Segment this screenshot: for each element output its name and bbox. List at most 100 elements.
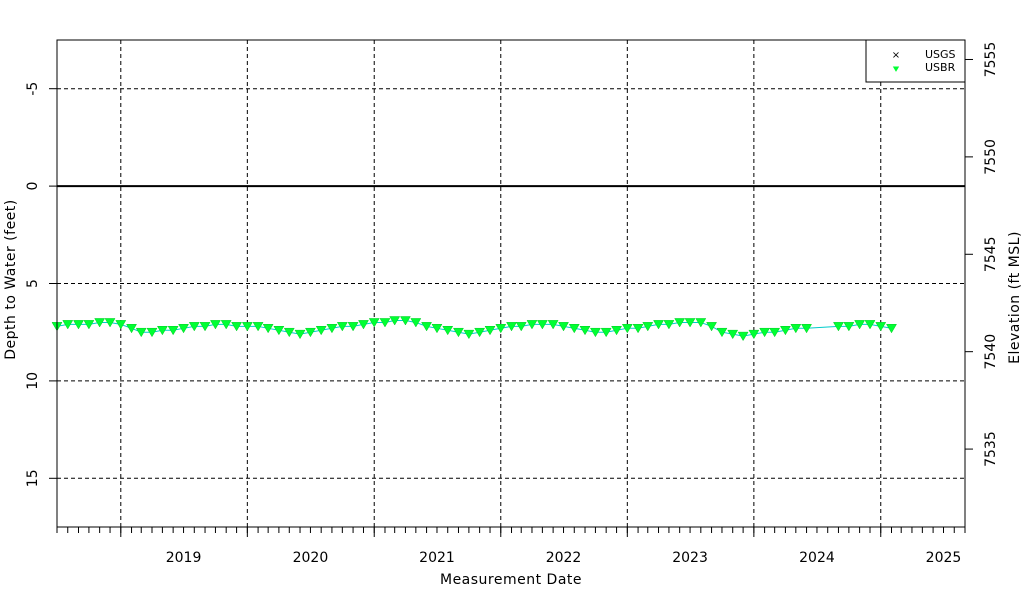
usbr-data-point [188, 322, 200, 332]
x-axis-title: Measurement Date [440, 572, 582, 588]
usbr-data-point [389, 316, 401, 326]
usbr-data-point [62, 320, 74, 330]
usbr-data-point [854, 320, 866, 330]
usbr-data-point [115, 320, 127, 330]
usbr-data-point [283, 327, 295, 338]
right-tick-label: 7535 [983, 431, 999, 467]
left-tick-label: 0 [25, 182, 41, 191]
usbr-data-point [94, 318, 106, 328]
x-axis-ticks: 2019 2020 2021 2022 2023 2024 2025 [56, 527, 966, 566]
usbr-data-point [864, 320, 876, 330]
usbr-data-point [536, 320, 548, 330]
usbr-data-point [706, 322, 718, 332]
usbr-data-point [526, 320, 538, 330]
usbr-data-point [156, 326, 168, 336]
usbr-data-point [611, 326, 623, 336]
right-tick-label: 7555 [983, 42, 999, 78]
usbr-data-point [589, 327, 601, 338]
usbr-data-point [737, 331, 749, 342]
usbr-data-point [231, 322, 243, 332]
grid-lines [57, 40, 965, 527]
usbr-data-point [547, 320, 559, 330]
usbr-data-point [515, 322, 527, 332]
usbr-data-point [252, 322, 264, 332]
usbr-data-point [484, 326, 496, 336]
usbr-data-point [632, 324, 644, 334]
x-tick-label: 2019 [166, 550, 202, 566]
usbr-data-point [886, 324, 897, 334]
legend: × USGS USBR [865, 39, 966, 83]
usbr-series [51, 316, 897, 342]
usbr-data-point [431, 324, 443, 334]
usbr-data-point [801, 324, 812, 334]
usbr-data-point [210, 320, 221, 330]
usbr-data-point [875, 322, 887, 332]
usbr-data-point [315, 326, 327, 336]
usbr-data-point [262, 324, 274, 334]
usbr-data-point [684, 318, 696, 328]
x-tick-label: 2023 [672, 550, 708, 566]
usbr-data-point [146, 327, 158, 338]
usbr-data-point [463, 329, 475, 340]
usbr-data-point [843, 322, 855, 332]
legend-box [865, 39, 966, 83]
usbr-data-point [379, 318, 391, 328]
x-tick-label: 2025 [926, 550, 962, 566]
usbr-data-point [442, 326, 454, 336]
usbr-data-point [273, 326, 285, 336]
usbr-data-point [653, 320, 664, 330]
usbr-data-point [790, 324, 802, 334]
usbr-data-point [474, 327, 486, 338]
usbr-data-point [104, 318, 116, 328]
left-axis-title: Depth to Water (feet) [3, 199, 19, 360]
x-tick-label: 2021 [419, 550, 455, 566]
usbr-data-point [73, 320, 84, 330]
right-axis-title: Elevation (ft MSL) [1007, 231, 1023, 364]
left-tick-label: 15 [25, 469, 41, 487]
legend-usgs-marker: × [892, 50, 900, 61]
usbr-data-point [642, 322, 654, 332]
usbr-data-point [83, 320, 95, 330]
right-axis-ticks: 7555 7550 7545 7540 7535 [965, 42, 999, 467]
usbr-data-point [421, 322, 433, 332]
usbr-data-point [220, 320, 232, 330]
left-axis-ticks: -5 0 5 10 15 [25, 82, 57, 487]
left-tick-label: 5 [25, 279, 41, 288]
usbr-data-point [410, 318, 422, 328]
usbr-data-point [663, 320, 675, 330]
usbr-data-point [304, 327, 316, 338]
usbr-data-point [336, 322, 348, 332]
usbr-data-point [358, 320, 369, 330]
usbr-data-point [326, 324, 338, 334]
x-tick-label: 2022 [546, 550, 582, 566]
legend-usbr-marker [892, 66, 900, 72]
usbr-data-point [558, 322, 569, 332]
usbr-data-point [294, 329, 306, 340]
usbr-data-point [833, 322, 844, 332]
usbr-data-point [695, 318, 707, 328]
left-tick-label: 10 [25, 372, 41, 390]
usbr-data-point [241, 322, 253, 332]
usbr-data-point [368, 318, 380, 328]
usbr-data-point [135, 327, 147, 338]
usbr-data-point [167, 326, 179, 336]
legend-usgs-label: USGS [925, 48, 956, 61]
usbr-data-point [568, 324, 580, 334]
x-tick-label: 2020 [293, 550, 329, 566]
usbr-data-point [399, 316, 411, 326]
usbr-data-point [126, 324, 137, 334]
usbr-data-point [506, 322, 517, 332]
usbr-data-point [621, 324, 633, 334]
legend-usbr-label: USBR [925, 61, 956, 74]
usbr-data-point [600, 327, 612, 338]
x-tick-label: 2024 [799, 550, 835, 566]
left-tick-label: -5 [25, 82, 41, 96]
usbr-data-point [716, 327, 728, 338]
usbr-data-point [453, 327, 464, 338]
right-tick-label: 7550 [983, 139, 999, 175]
right-tick-label: 7540 [983, 334, 999, 370]
usbr-data-point [199, 322, 211, 332]
usbr-data-point [759, 327, 771, 338]
usbr-data-point [748, 329, 760, 340]
